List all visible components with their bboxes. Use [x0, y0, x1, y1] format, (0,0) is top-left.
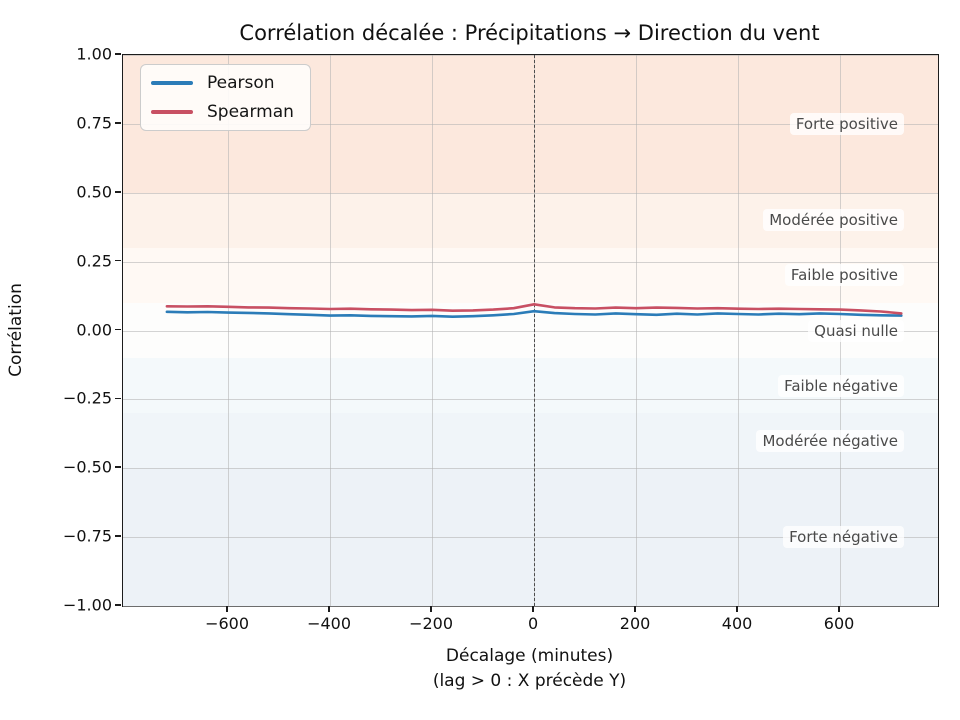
x-tick-label: −200 [409, 614, 454, 633]
y-tick-label: 1.00 [76, 44, 112, 64]
zone-label: Forte négative [783, 526, 904, 549]
pearson-line-swatch [151, 81, 193, 85]
y-axis-label: Corrélation [6, 283, 26, 377]
series-lines [165, 303, 903, 319]
zone-label: Forte positive [789, 112, 904, 135]
x-tick-mark [634, 606, 636, 612]
legend-label-pearson: Pearson [207, 73, 275, 93]
x-tick-mark [736, 606, 738, 612]
x-tick-mark [838, 606, 840, 612]
x-tick-mark [532, 606, 534, 612]
y-tick-mark [115, 122, 121, 124]
x-tick-mark [226, 606, 228, 612]
x-axis-label-line2: (lag > 0 : X précède Y) [432, 670, 627, 691]
y-tick-mark [115, 535, 121, 537]
zone-label: Modérée négative [756, 429, 904, 452]
y-tick-mark [115, 397, 121, 400]
y-tick-label: 0.50 [76, 182, 112, 202]
y-tick-label: 0.25 [76, 251, 112, 271]
legend: Pearson Spearman [140, 64, 311, 131]
zero-lag-line [534, 55, 536, 606]
y-tick-mark [115, 190, 121, 193]
gridline-horizontal [123, 123, 938, 125]
x-tick-label: 0 [527, 614, 539, 633]
gridline-horizontal [123, 55, 938, 56]
series-line-pearson [165, 309, 903, 319]
legend-item-pearson: Pearson [151, 73, 294, 93]
plot-area: Forte positive Modérée positive Faible pos… [122, 54, 939, 607]
gridline-horizontal [123, 606, 938, 607]
x-tick-mark [328, 606, 330, 612]
y-tick-label: 0.00 [76, 320, 112, 339]
y-tick-mark [115, 328, 121, 331]
y-tick-label: −1.00 [62, 595, 112, 615]
zone-label: Quasi nulle [808, 319, 904, 342]
y-tick-label: 0.75 [76, 113, 112, 133]
x-tick-label: −400 [307, 614, 352, 633]
spearman-line-swatch [151, 110, 193, 114]
gridline-horizontal [123, 330, 938, 332]
x-tick-label: 400 [721, 614, 753, 633]
y-tick-label: −0.75 [62, 526, 112, 546]
x-axis-label: Décalage (minutes) (lag > 0 : X précède … [122, 644, 937, 693]
x-tick-label: 600 [823, 614, 855, 633]
y-tick-mark [115, 466, 121, 469]
zone-label: Modérée positive [763, 209, 904, 232]
gridline-horizontal [123, 468, 938, 470]
gridline-horizontal [123, 537, 938, 539]
zone-label: Faible positive [784, 264, 904, 287]
x-axis-label-line1: Décalage (minutes) [445, 646, 614, 666]
y-tick-mark [115, 259, 121, 262]
x-tick-label: 200 [619, 614, 651, 633]
y-tick-mark [115, 53, 121, 55]
zone-label: Faible négative [778, 374, 904, 397]
x-tick-label: −600 [205, 614, 250, 633]
gridline-horizontal [123, 261, 938, 263]
y-tick-mark [115, 604, 121, 606]
y-tick-label: −0.25 [62, 388, 112, 408]
chart-title: Corrélation décalée : Précipitations → D… [239, 21, 820, 45]
series-line-spearman [165, 303, 903, 315]
gridline-horizontal [123, 399, 938, 401]
x-tick-mark [430, 606, 432, 612]
legend-label-spearman: Spearman [207, 102, 294, 122]
gridline-horizontal [123, 192, 938, 194]
legend-item-spearman: Spearman [151, 102, 294, 122]
y-tick-label: −0.50 [62, 457, 112, 477]
